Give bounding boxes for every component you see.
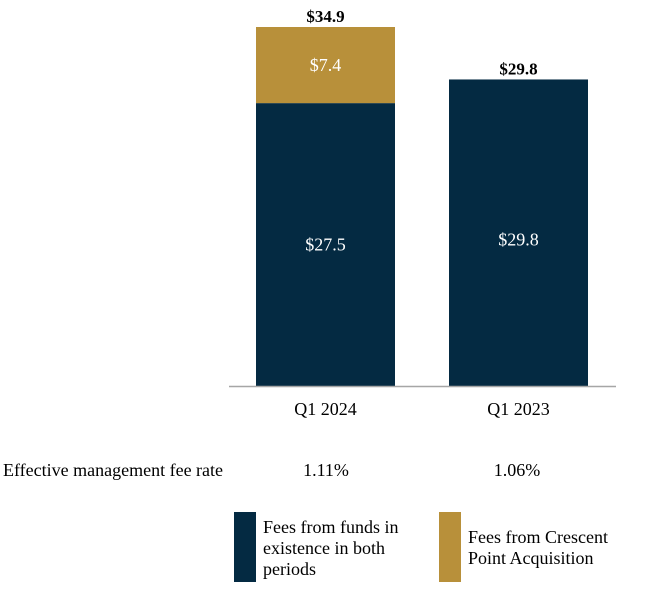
x-tick-label: Q1 2024 xyxy=(294,399,357,419)
legend-text-line: periods xyxy=(263,559,316,579)
bar-segment-existing-funds xyxy=(449,79,588,387)
fee-rate-q1-2024: 1.11% xyxy=(303,460,349,480)
bar-value-label: $29.8 xyxy=(498,229,539,249)
legend-swatch-crescent-point xyxy=(439,512,461,582)
x-tick-label: Q1 2023 xyxy=(487,399,550,419)
fee-rate-label: Effective management fee rate xyxy=(3,460,224,480)
fee-rate-q1-2023: 1.06% xyxy=(493,460,541,480)
legend-text-line: Fees from Crescent xyxy=(468,527,608,547)
legend-text-line: Fees from funds in xyxy=(263,517,399,537)
legend-swatch-existing-funds xyxy=(234,512,256,582)
legend-text-line: existence in both xyxy=(263,538,385,558)
bar-segment-existing-funds xyxy=(256,103,395,386)
legend-text-line: Point Acquisition xyxy=(468,548,594,568)
bar-total-label: $29.8 xyxy=(499,59,537,78)
stacked-bar-chart: $27.5 $7.4 $34.9 Q1 2024 $29.8 $29.8 Q1 2023 xyxy=(229,7,616,419)
bar-segment-crescent-point xyxy=(256,27,395,104)
bar-total-label: $34.9 xyxy=(306,7,344,26)
bar-value-label: $7.4 xyxy=(310,55,342,75)
bar-value-label: $27.5 xyxy=(305,235,346,255)
legend-text-crescent-point: Fees from Crescent Point Acquisition xyxy=(468,527,608,569)
legend-text-existing-funds: Fees from funds in existence in both per… xyxy=(263,517,398,580)
